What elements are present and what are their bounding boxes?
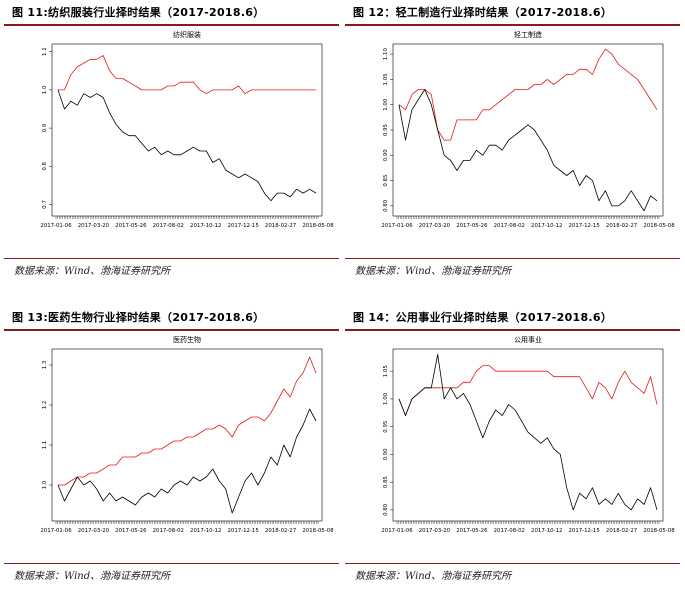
- y-tick-label: 1.05: [383, 365, 389, 377]
- x-tick-label: 2017-12-15: [227, 223, 258, 229]
- title-rule: [4, 329, 339, 331]
- y-tick-label: 0.7: [42, 200, 48, 209]
- x-tick-label: 2018-02-27: [265, 223, 296, 229]
- y-tick-label: 0.95: [383, 124, 389, 136]
- x-tick-label: 2017-12-15: [568, 223, 599, 229]
- source-rule: [4, 258, 339, 259]
- x-tick-label: 2017-01-06: [40, 528, 72, 534]
- x-tick-label: 2017-08-02: [153, 528, 184, 534]
- x-tick-label: 2017-10-12: [190, 223, 221, 229]
- x-tick-label: 2018-02-27: [606, 223, 637, 229]
- x-tick-label: 2017-10-12: [531, 528, 562, 534]
- y-tick-label: 0.85: [383, 175, 389, 187]
- chart-textile: 纺织服装 2017-01-06 2017-03-20 2017-05-26 2017-0…: [40, 30, 334, 229]
- y-tick-label: 0.9: [42, 123, 48, 132]
- x-tick-label: 2017-12-15: [227, 528, 258, 534]
- title-rule: [345, 329, 680, 331]
- y-tick-label: 1.0: [42, 85, 48, 94]
- x-tick-label: 2018-02-27: [606, 528, 637, 534]
- y-tick-label: 0.90: [383, 149, 389, 162]
- source-rule: [345, 258, 680, 259]
- x-tick-label: 2018-05-08: [302, 223, 334, 229]
- y-tick-label: 1.00: [383, 392, 389, 405]
- figure-panel-pharma: 图 13:医药生物行业择时结果（2017-2018.6） 医药生物 2017-01…: [4, 305, 339, 600]
- figure-title: 图 12：轻工制造行业择时结果（2017-2018.6）: [353, 6, 613, 19]
- chart-utilities: 公用事业 2017-01-06 2017-03-20 2017-05-26 2017-0…: [381, 335, 675, 534]
- figure-title: 图 11:纺织服装行业择时结果（2017-2018.6）: [12, 6, 265, 19]
- chart-light-industry: 轻工制造 2017-01-06 2017-03-20 2017-05-26 2017-0…: [381, 30, 675, 229]
- source-note: 数据来源：Wind、渤海证券研究所: [355, 266, 512, 277]
- x-tick-label: 2017-05-26: [456, 528, 488, 534]
- plot-frame: [51, 348, 323, 522]
- chart-title: 纺织服装: [173, 30, 201, 39]
- y-tick-label: 0.80: [383, 199, 389, 212]
- strategy-line: [398, 48, 658, 141]
- plot-frame: [392, 43, 664, 217]
- figure-panel-textile: 图 11:纺织服装行业择时结果（2017-2018.6） 纺织服装 2017-01…: [4, 0, 339, 295]
- y-tick-label: 0.90: [383, 448, 389, 461]
- y-tick-label: 1.3: [42, 361, 48, 370]
- x-tick-label: 2017-10-12: [190, 528, 221, 534]
- y-tick-label: 0.80: [383, 503, 389, 516]
- source-note: 数据来源：Wind、渤海证券研究所: [14, 266, 171, 277]
- x-tick-label: 2017-05-26: [115, 223, 147, 229]
- x-tick-label: 2017-05-26: [456, 223, 488, 229]
- index-line: [57, 89, 317, 202]
- x-tick-label: 2018-05-08: [643, 223, 675, 229]
- x-tick-label: 2017-08-02: [494, 528, 525, 534]
- plot-frame: [51, 43, 323, 217]
- source-note: 数据来源：Wind、渤海证券研究所: [355, 571, 512, 582]
- index-line: [398, 354, 658, 511]
- title-rule: [4, 24, 339, 26]
- x-tick-label: 2017-03-20: [78, 223, 110, 229]
- y-tick-label: 1.1: [42, 47, 48, 56]
- chart-title: 医药生物: [173, 335, 201, 344]
- strategy-line: [58, 55, 316, 95]
- y-tick-label: 0.95: [383, 421, 389, 433]
- title-rule: [345, 24, 680, 26]
- y-tick-label: 1.1: [42, 441, 48, 450]
- x-tick-label: 2018-02-27: [265, 528, 296, 534]
- y-tick-label: 0.8: [42, 161, 48, 170]
- source-rule: [4, 563, 339, 564]
- chart-pharma: 医药生物 2017-01-06 2017-03-20 2017-05-26 2017-0…: [40, 335, 334, 534]
- y-tick-label: 1.0: [42, 480, 48, 489]
- x-tick-label: 2018-05-08: [302, 528, 334, 534]
- source-rule: [345, 563, 680, 564]
- strategy-line: [398, 365, 658, 416]
- y-tick-label: 1.2: [42, 401, 48, 410]
- chart-title: 轻工制造: [514, 30, 542, 39]
- figure-panel-utilities: 图 14：公用事业行业择时结果（2017-2018.6） 公用事业 2017-01…: [345, 305, 680, 600]
- source-note: 数据来源：Wind、渤海证券研究所: [14, 571, 171, 582]
- y-tick-label: 1.10: [383, 48, 389, 61]
- x-tick-label: 2017-08-02: [153, 223, 184, 229]
- x-tick-label: 2017-01-06: [381, 223, 413, 229]
- y-tick-label: 1.05: [383, 73, 389, 85]
- figure-panel-light-industry: 图 12：轻工制造行业择时结果（2017-2018.6） 轻工制造 2017-01…: [345, 0, 680, 295]
- index-line: [57, 408, 317, 514]
- figure-title: 图 13:医药生物行业择时结果（2017-2018.6）: [12, 311, 265, 324]
- x-tick-label: 2017-08-02: [494, 223, 525, 229]
- strategy-line: [58, 356, 317, 486]
- x-tick-label: 2017-01-06: [381, 528, 413, 534]
- y-tick-label: 0.85: [383, 476, 389, 488]
- x-tick-label: 2017-01-06: [40, 223, 72, 229]
- x-tick-label: 2017-03-20: [78, 528, 110, 534]
- figure-title: 图 14：公用事业行业择时结果（2017-2018.6）: [353, 311, 613, 324]
- x-tick-label: 2017-12-15: [568, 528, 599, 534]
- x-tick-label: 2017-03-20: [419, 223, 451, 229]
- x-tick-label: 2018-05-08: [643, 528, 675, 534]
- x-tick-label: 2017-03-20: [419, 528, 451, 534]
- x-tick-label: 2017-10-12: [531, 223, 562, 229]
- y-tick-label: 1.00: [383, 98, 389, 111]
- x-tick-label: 2017-05-26: [115, 528, 147, 534]
- index-line: [398, 89, 658, 212]
- chart-title: 公用事业: [514, 335, 542, 344]
